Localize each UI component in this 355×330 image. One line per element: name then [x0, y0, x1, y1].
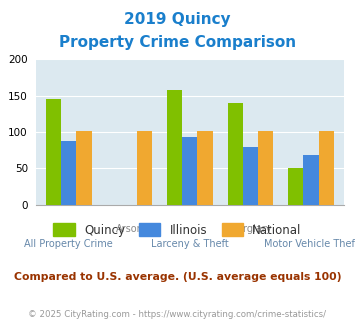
- Text: Property Crime Comparison: Property Crime Comparison: [59, 35, 296, 50]
- Bar: [258, 131, 273, 205]
- Bar: [61, 142, 76, 205]
- Legend: Quincy, Illinois, National: Quincy, Illinois, National: [49, 219, 306, 242]
- Bar: [76, 131, 92, 205]
- Bar: [46, 99, 61, 205]
- Bar: [243, 147, 258, 205]
- Text: Arson: Arson: [115, 224, 143, 234]
- Bar: [319, 131, 334, 205]
- Text: Compared to U.S. average. (U.S. average equals 100): Compared to U.S. average. (U.S. average …: [14, 272, 341, 282]
- Text: Burglary: Burglary: [230, 224, 271, 234]
- Bar: [182, 137, 197, 205]
- Bar: [197, 131, 213, 205]
- Text: Larceny & Theft: Larceny & Theft: [151, 239, 229, 249]
- Text: 2019 Quincy: 2019 Quincy: [124, 12, 231, 26]
- Bar: [304, 155, 319, 205]
- Bar: [288, 168, 304, 205]
- Bar: [228, 103, 243, 205]
- Text: Motor Vehicle Theft: Motor Vehicle Theft: [264, 239, 355, 249]
- Bar: [167, 90, 182, 205]
- Text: © 2025 CityRating.com - https://www.cityrating.com/crime-statistics/: © 2025 CityRating.com - https://www.city…: [28, 310, 327, 319]
- Text: All Property Crime: All Property Crime: [24, 239, 113, 249]
- Bar: [137, 131, 152, 205]
